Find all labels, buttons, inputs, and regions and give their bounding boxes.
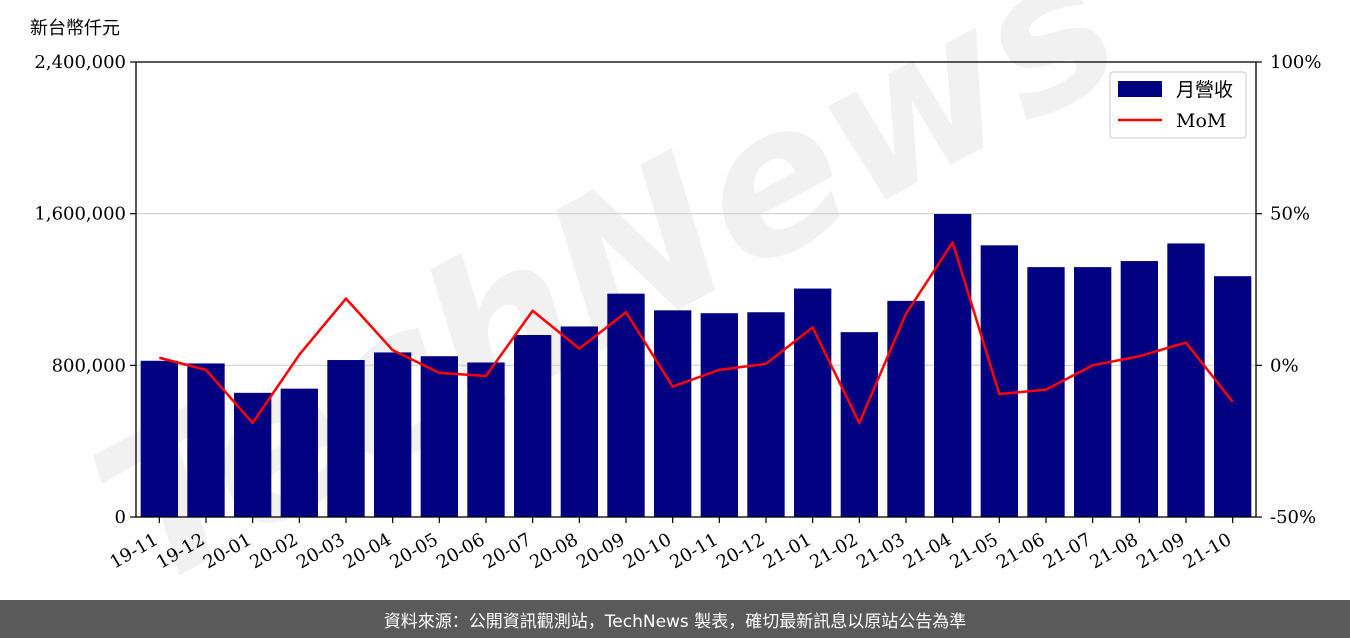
revenue-bar [374,352,412,517]
mom-line-group [159,241,1234,425]
x-tick-label: 21-02 [806,529,861,573]
revenue-bar [887,300,925,517]
revenue-bar [607,293,645,517]
x-tick-label: 21-05 [946,529,1001,573]
x-tick-label: 21-01 [760,529,815,573]
x-tick-label: 21-08 [1086,529,1141,573]
revenue-chart: TechNews 0800,0001,600,0002,400,000-50%0… [34,0,1321,600]
revenue-bar [560,326,598,517]
revenue-bar [187,363,225,517]
y-tick-label: 0 [115,507,126,528]
revenue-bar [1120,261,1158,517]
revenue-bar [794,288,832,517]
y2-tick-label: 50% [1270,204,1310,225]
y2-tick-label: -50% [1270,507,1316,528]
y2-tick-label: 100% [1270,52,1321,73]
x-tick-label: 20-10 [620,529,675,573]
x-tick-label: 21-04 [900,529,955,573]
revenue-bar [467,362,505,517]
x-tick-label: 21-03 [853,529,908,573]
x-tick-label: 20-11 [666,529,721,573]
legend-label-mom: MoM [1176,110,1226,132]
revenue-bar [980,245,1018,517]
y2-tick-label: 0% [1270,355,1299,376]
revenue-bar [1167,243,1205,517]
y-tick-label: 1,600,000 [34,204,126,225]
revenue-bar [140,360,178,517]
revenue-bar [234,392,272,517]
revenue-bar [280,388,318,517]
y-tick-label: 800,000 [52,355,126,376]
x-tick-label: 20-12 [713,529,768,573]
mom-line [159,241,1234,425]
x-tick-label: 21-09 [1133,529,1188,573]
x-tick-label: 20-05 [386,529,441,573]
legend: 月營收 MoM [1109,71,1247,139]
plot-frame [135,61,1257,518]
revenue-bar [700,313,738,517]
grid-lines [136,213,1256,366]
revenue-bar [934,214,972,517]
x-tick-label: 20-06 [433,529,488,573]
x-tick-label: 20-07 [480,529,535,573]
footer-source-note: 資料來源：公開資訊觀測站，TechNews 製表，確切最新訊息以原站公告為準 [0,600,1350,638]
legend-swatch-bar [1118,81,1162,97]
x-tick-label: 20-09 [573,529,628,573]
y-axis-unit-label: 新台幣仟元 [30,18,120,39]
x-tick-label: 20-08 [526,529,581,573]
revenue-bar [420,356,458,517]
y-tick-label: 2,400,000 [34,52,126,73]
revenue-bar [840,332,878,517]
revenue-bar [327,360,365,517]
footer-text: 資料來源：公開資訊觀測站，TechNews 製表，確切最新訊息以原站公告為準 [383,611,967,632]
revenue-bar [1074,267,1112,517]
legend-label-revenue: 月營收 [1176,79,1233,101]
x-tick-label: 21-06 [993,529,1048,573]
x-tick-label: 21-10 [1180,529,1235,573]
x-tick-label: 21-07 [1040,529,1095,573]
revenue-bar [1214,276,1252,517]
revenue-bar [747,312,785,517]
revenue-bar [514,335,552,517]
revenue-bar [654,310,692,517]
